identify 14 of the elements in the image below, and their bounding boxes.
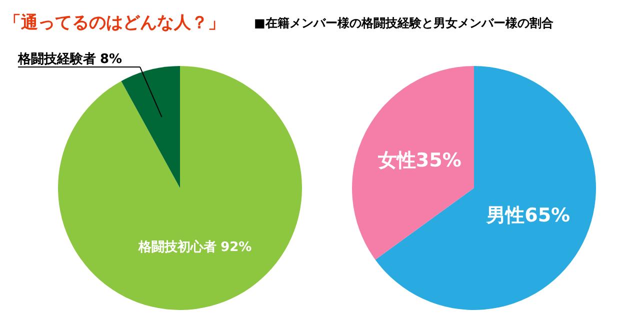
slice-label: 男性 xyxy=(486,204,525,227)
slice-label: 格闘技初心者 xyxy=(138,238,217,255)
chart-title: ■在籍メンバー様の格闘技経験と男女メンバー様の割合 xyxy=(254,16,554,30)
slice-label: 格闘技経験者 xyxy=(17,52,96,67)
data-label: 92% xyxy=(220,240,252,255)
data-label: 8% xyxy=(100,52,122,67)
pie-slice xyxy=(121,66,180,188)
data-label: 65% xyxy=(524,204,570,227)
pie-slice xyxy=(58,66,302,310)
chart-title: 「通ってるのはどんな人？」 xyxy=(4,13,225,33)
data-label: 35% xyxy=(416,149,462,172)
slice-label: 女性 xyxy=(376,149,416,172)
pie-slice xyxy=(352,66,474,260)
pie-slice xyxy=(375,66,596,310)
